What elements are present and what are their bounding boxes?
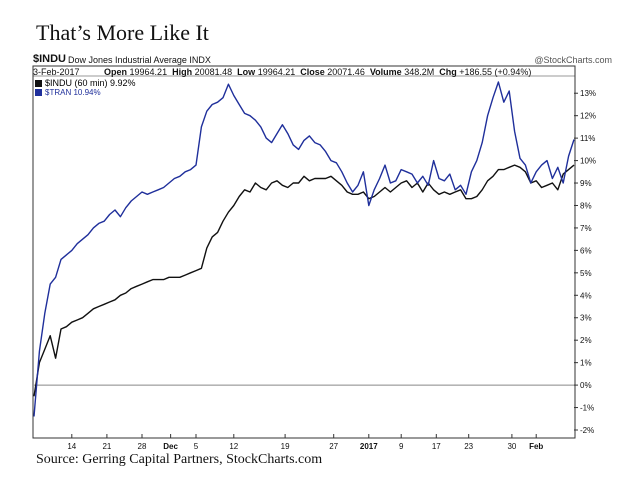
y-tick-label: 2% [580,336,592,345]
description-text: Dow Jones Industrial Average [68,55,187,65]
open-label: Open [104,67,128,77]
y-tick-label: 10% [580,157,596,166]
chart-description: Dow Jones Industrial Average INDX [68,55,211,65]
x-tick-label: 5 [194,442,199,451]
legend-item-indu: $INDU (60 min) 9.92% [35,78,136,88]
x-tick-label: 14 [67,442,76,451]
legend-swatch-tran [35,89,42,97]
series-line-indu [33,164,575,397]
chg-label: Chg [439,67,457,77]
chart-symbol: $INDU [33,53,67,65]
legend-label-indu: $INDU (60 min) 9.92% [45,78,136,88]
x-tick-label: 2017 [360,442,378,451]
y-tick-label: 12% [580,112,596,121]
close-label: Close [300,67,325,77]
y-tick-label: -1% [580,404,594,413]
y-tick-label: 5% [580,269,592,278]
y-tick-label: 4% [580,291,592,300]
low-label: Low [237,67,256,77]
y-tick-label: 3% [580,314,592,323]
series-line-tran [33,81,575,417]
source-note: Source: Gerring Capital Partners, StockC… [36,452,323,467]
x-tick-label: Feb [529,442,543,451]
figure-title: That’s More Like It [36,20,209,45]
copyright-text: @StockCharts.com [534,55,612,65]
x-tick-label: 9 [399,442,404,451]
y-tick-label: 6% [580,246,592,255]
x-tick-label: 28 [138,442,147,451]
y-tick-label: 1% [580,359,592,368]
x-tick-label: 30 [507,442,516,451]
high-value: 20081.48 [194,67,233,77]
quote-date: 3-Feb-2017 [33,67,80,77]
volume-value: 348.2M [404,67,435,77]
x-tick-label: Dec [163,442,178,451]
y-tick-label: 9% [580,179,592,188]
quote-stats: Open 19964.21 High 20081.48 Low 19964.21… [104,67,531,77]
legend-item-tran: $TRAN 10.94% [35,88,101,97]
y-tick-label: 0% [580,381,592,390]
x-tick-label: 23 [464,442,473,451]
plot-layer: 13% 12% 11% 10% 9% 8% 7% 6% 5% 4% 3% 2% 1% 0% -1% -2% 14… [33,81,596,451]
x-tick-label: 21 [102,442,111,451]
open-value: 19964.21 [129,67,168,77]
high-label: High [172,67,193,77]
exchange-text: INDX [189,55,211,65]
y-tick-label: 7% [580,224,592,233]
close-value: 20071.46 [327,67,365,77]
x-tick-label: 17 [432,442,441,451]
x-tick-label: 27 [329,442,338,451]
legend-label-tran: $TRAN 10.94% [45,88,101,97]
low-value: 19964.21 [257,67,296,77]
y-tick-label: 8% [580,201,592,210]
chg-value: +186.55 (+0.94%) [459,67,532,77]
y-tick-label: 11% [580,134,595,143]
y-tick-label: 13% [580,89,596,98]
plot-area [32,65,576,439]
volume-label: Volume [369,67,402,77]
x-tick-label: 19 [281,442,290,451]
x-tick-label: 12 [229,442,238,451]
legend-swatch-indu [35,80,42,88]
y-tick-label: -2% [580,426,594,435]
